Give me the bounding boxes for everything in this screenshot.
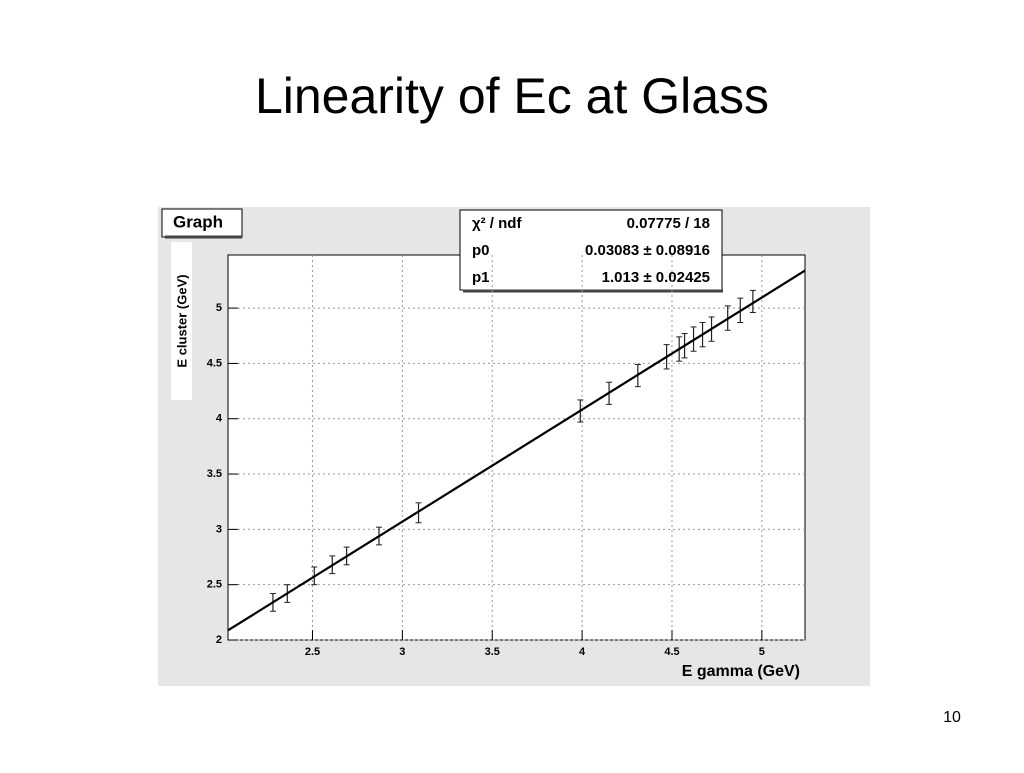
x-axis-label: E gamma (GeV)	[682, 663, 800, 680]
stats-label: p0	[472, 242, 490, 259]
x-tick-label: 4.5	[664, 646, 679, 658]
stats-label: p1	[472, 269, 490, 286]
fit-line	[227, 269, 806, 632]
graph-name: Graph	[173, 212, 223, 231]
x-tick-label: 3	[399, 646, 405, 658]
x-tick-label: 5	[759, 646, 765, 658]
x-tick-label: 2.5	[305, 646, 320, 658]
y-tick-label: 4.5	[207, 357, 222, 369]
y-axis-label: E cluster (GeV)	[174, 274, 189, 367]
x-tick-label: 4	[579, 646, 586, 658]
error-bar	[749, 289, 756, 314]
x-tick-label: 3.5	[485, 646, 500, 658]
y-tick-label: 2.5	[207, 579, 222, 591]
plot: 2.5 3 3.5 4 4.5 5 2 2.5 3 3.5 4 4.5 5	[207, 255, 806, 658]
y-tick-label: 5	[216, 302, 222, 314]
stats-value: 0.03083 ± 0.08916	[585, 242, 710, 259]
stats-value: 0.07775 / 18	[627, 215, 710, 232]
stats-box	[459, 209, 723, 291]
page-number: 10	[943, 709, 961, 726]
plot-frame	[227, 254, 806, 641]
y-label-box	[171, 242, 192, 400]
y-tick-label: 2	[216, 634, 222, 646]
stats-label: χ² / ndf	[472, 215, 522, 232]
y-tick-label: 4	[216, 413, 223, 425]
graph-box	[161, 208, 243, 238]
stats-value: 1.013 ± 0.02425	[602, 269, 710, 286]
y-tick-label: 3.5	[207, 468, 222, 480]
slide-title: Linearity of Ec at Glass	[255, 68, 769, 124]
y-tick-label: 3	[216, 523, 222, 535]
stats: χ² / ndf 0.07775 / 18 p0 0.03083 ± 0.08916 p…	[472, 215, 710, 286]
